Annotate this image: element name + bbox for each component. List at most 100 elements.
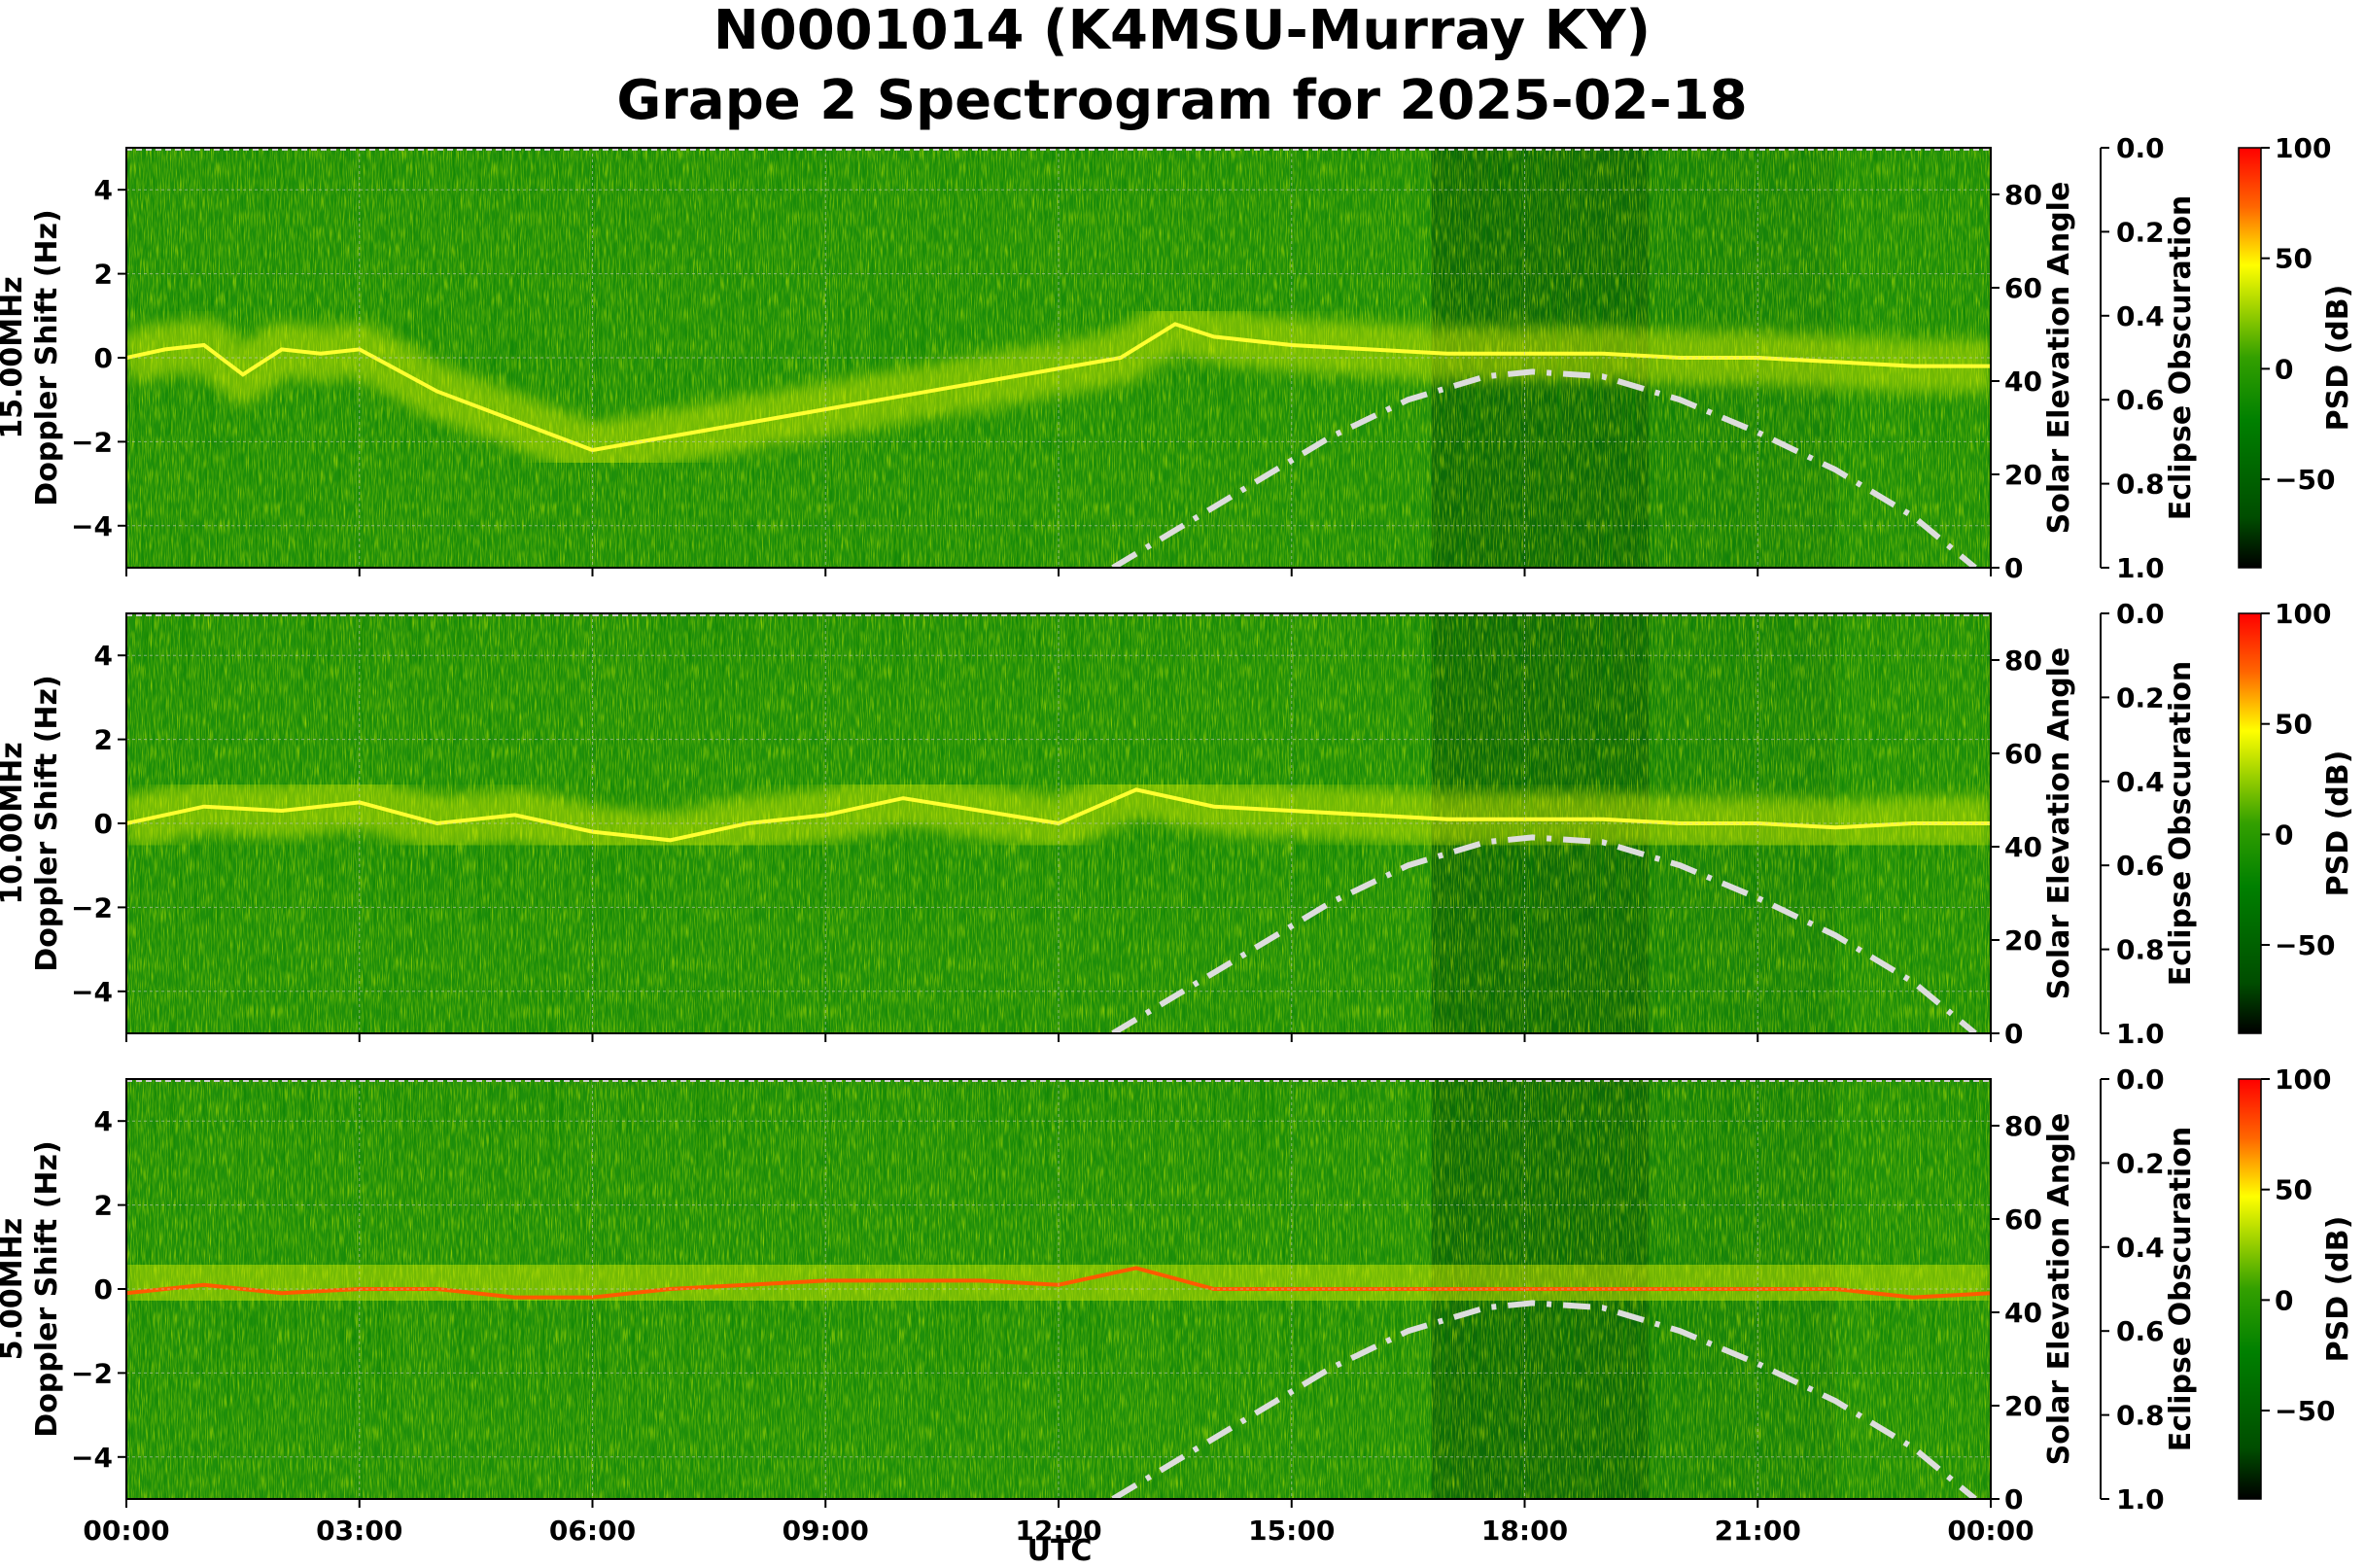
colorbar-tick-label: 0 bbox=[2275, 1284, 2293, 1316]
panel-2: 420−2−45.00MHz Doppler Shift (Hz)80604020… bbox=[0, 1063, 2355, 1547]
eclipse-tick-label: 0.6 bbox=[2116, 384, 2165, 416]
spectrogram-body bbox=[126, 148, 1991, 568]
chart-subtitle: Grape 2 Spectrogram for 2025-02-18 bbox=[616, 69, 1747, 132]
y-tick-label: −2 bbox=[71, 891, 113, 923]
eclipse-axis-label: Eclipse Obscuration bbox=[2164, 1127, 2198, 1452]
y-tick-label: −4 bbox=[71, 1442, 113, 1474]
right-axis-label: Solar Elevation Angle bbox=[2042, 182, 2076, 535]
panel-frequency-label: 5.00MHz bbox=[0, 1218, 29, 1360]
panels-group: 420−2−415.00MHz Doppler Shift (Hz)8060402… bbox=[0, 132, 2355, 1547]
panel-frequency-label: 15.00MHz bbox=[0, 276, 29, 438]
eclipse-tick-label: 0.2 bbox=[2116, 1147, 2165, 1179]
colorbar-tick-label: −50 bbox=[2275, 464, 2335, 496]
colorbar-tick-label: −50 bbox=[2275, 929, 2335, 961]
eclipse-tick-label: 0.8 bbox=[2116, 934, 2165, 966]
y-tick-label: 4 bbox=[94, 174, 113, 206]
colorbar-tick-label: 0 bbox=[2275, 819, 2293, 851]
right-axis-label: Solar Elevation Angle bbox=[2042, 647, 2076, 1000]
y-tick-label: −4 bbox=[71, 510, 113, 542]
colorbar-label: PSD (dB) bbox=[2321, 1216, 2355, 1363]
colorbar-tick-label: 50 bbox=[2275, 243, 2313, 275]
colorbar bbox=[2238, 1078, 2262, 1500]
colorbar-tick-label: 100 bbox=[2275, 1063, 2331, 1096]
y-axis-label: Doppler Shift (Hz) bbox=[30, 1140, 64, 1437]
x-tick-label: 03:00 bbox=[316, 1515, 402, 1547]
eclipse-tick-label: 0.2 bbox=[2116, 681, 2165, 714]
panel-frequency-label: 10.00MHz bbox=[0, 742, 29, 904]
x-axis-label: UTC bbox=[1027, 1534, 1093, 1568]
right-tick-label: 60 bbox=[2004, 738, 2042, 770]
eclipse-tick-label: 0.6 bbox=[2116, 850, 2165, 882]
eclipse-tick-label: 0.0 bbox=[2116, 132, 2165, 164]
eclipse-tick-label: 0.0 bbox=[2116, 1063, 2165, 1096]
y-tick-label: 2 bbox=[94, 724, 113, 756]
y-tick-label: 2 bbox=[94, 259, 113, 291]
panel-0: 420−2−415.00MHz Doppler Shift (Hz)8060402… bbox=[0, 132, 2355, 584]
eclipse-axis-label: Eclipse Obscuration bbox=[2164, 661, 2198, 987]
eclipse-tick-label: 0.8 bbox=[2116, 469, 2165, 501]
y-tick-label: −2 bbox=[71, 426, 113, 458]
eclipse-tick-label: 0.2 bbox=[2116, 216, 2165, 248]
right-tick-label: 40 bbox=[2004, 1297, 2042, 1329]
chart-title: N0001014 (K4MSU-Murray KY) bbox=[713, 0, 1651, 62]
y-tick-label: −2 bbox=[71, 1357, 113, 1389]
x-tick-label: 00:00 bbox=[1947, 1515, 2034, 1547]
x-tick-label: 00:00 bbox=[83, 1515, 169, 1547]
colorbar bbox=[2238, 147, 2262, 569]
colorbar-tick-label: 100 bbox=[2275, 598, 2331, 630]
right-tick-label: 80 bbox=[2004, 1110, 2042, 1142]
x-tick-label: 15:00 bbox=[1248, 1515, 1335, 1547]
y-axis-label: Doppler Shift (Hz) bbox=[30, 675, 64, 971]
colorbar-tick-label: 100 bbox=[2275, 132, 2331, 164]
x-tick-label: 06:00 bbox=[549, 1515, 636, 1547]
eclipse-tick-label: 0.0 bbox=[2116, 598, 2165, 630]
eclipse-tick-label: 1.0 bbox=[2116, 1483, 2165, 1516]
y-tick-label: 0 bbox=[94, 1273, 113, 1306]
eclipse-tick-label: 0.6 bbox=[2116, 1315, 2165, 1347]
eclipse-tick-label: 1.0 bbox=[2116, 552, 2165, 584]
x-tick-label: 21:00 bbox=[1715, 1515, 1801, 1547]
right-tick-label: 80 bbox=[2004, 179, 2042, 211]
panel-1: 420−2−410.00MHz Doppler Shift (Hz)8060402… bbox=[0, 598, 2355, 1050]
right-tick-label: 20 bbox=[2004, 924, 2042, 957]
colorbar-label: PSD (dB) bbox=[2321, 750, 2355, 897]
colorbar-tick-label: 50 bbox=[2275, 709, 2313, 741]
right-tick-label: 0 bbox=[2004, 1018, 2023, 1050]
right-tick-label: 0 bbox=[2004, 552, 2023, 584]
y-tick-label: 4 bbox=[94, 1105, 113, 1137]
eclipse-tick-label: 0.4 bbox=[2116, 300, 2165, 332]
y-tick-label: 4 bbox=[94, 640, 113, 672]
x-tick-label: 18:00 bbox=[1481, 1515, 1568, 1547]
right-tick-label: 20 bbox=[2004, 1390, 2042, 1422]
right-tick-label: 20 bbox=[2004, 459, 2042, 491]
eclipse-tick-label: 1.0 bbox=[2116, 1018, 2165, 1050]
solar-elevation-curve bbox=[1111, 1300, 1977, 1499]
spectrogram-body bbox=[126, 613, 1991, 1033]
solar-elevation-curve bbox=[1111, 368, 1977, 568]
right-tick-label: 60 bbox=[2004, 272, 2042, 304]
spectrogram-body bbox=[126, 1079, 1991, 1499]
x-tick-label: 12:00 bbox=[1015, 1515, 1101, 1547]
solar-elevation-curve bbox=[1111, 834, 1977, 1033]
y-tick-label: −4 bbox=[71, 976, 113, 1008]
eclipse-tick-label: 0.4 bbox=[2116, 766, 2165, 798]
colorbar bbox=[2238, 612, 2262, 1034]
colorbar-tick-label: 50 bbox=[2275, 1174, 2313, 1206]
eclipse-tick-label: 0.4 bbox=[2116, 1232, 2165, 1264]
y-tick-label: 0 bbox=[94, 808, 113, 840]
right-tick-label: 80 bbox=[2004, 645, 2042, 677]
eclipse-axis-label: Eclipse Obscuration bbox=[2164, 195, 2198, 521]
eclipse-tick-label: 0.8 bbox=[2116, 1400, 2165, 1432]
y-axis-label: Doppler Shift (Hz) bbox=[30, 209, 64, 505]
y-tick-label: 0 bbox=[94, 342, 113, 374]
colorbar-tick-label: 0 bbox=[2275, 353, 2293, 385]
y-tick-label: 2 bbox=[94, 1190, 113, 1222]
x-tick-label: 09:00 bbox=[783, 1515, 869, 1547]
right-axis-label: Solar Elevation Angle bbox=[2042, 1113, 2076, 1466]
colorbar-label: PSD (dB) bbox=[2321, 285, 2355, 432]
colorbar-tick-label: −50 bbox=[2275, 1395, 2335, 1427]
right-tick-label: 60 bbox=[2004, 1203, 2042, 1236]
right-tick-label: 40 bbox=[2004, 366, 2042, 398]
right-tick-label: 40 bbox=[2004, 831, 2042, 863]
